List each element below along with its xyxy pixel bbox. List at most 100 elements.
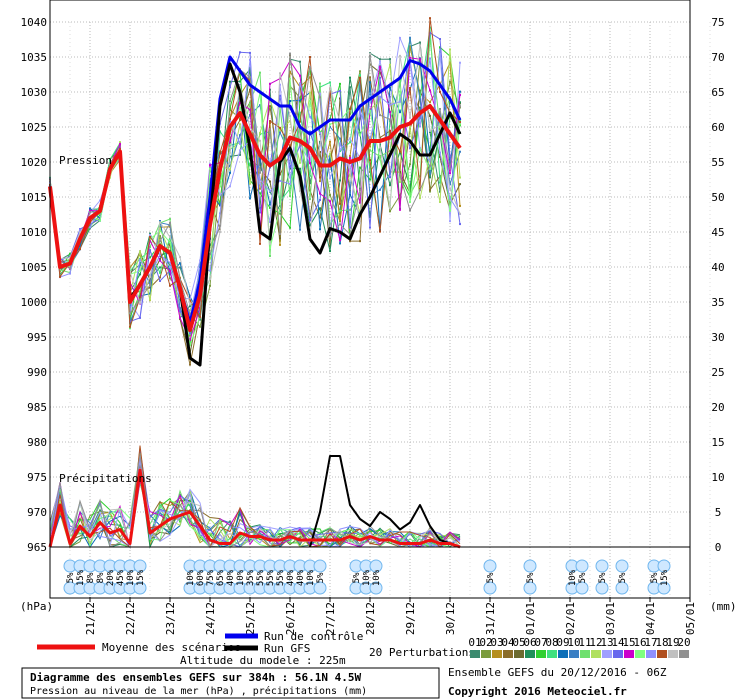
precip-percent-label: 65% xyxy=(216,569,226,586)
perturbation-point xyxy=(379,71,381,74)
perturbation-point xyxy=(279,207,281,210)
perturbation-point xyxy=(359,131,361,134)
perturbation-point xyxy=(399,111,401,114)
precip-percent-label: 55% xyxy=(276,569,286,586)
perturbation-point xyxy=(149,277,151,280)
perturbation-point xyxy=(289,226,291,229)
perturbation-point xyxy=(299,111,301,114)
perturbation-point xyxy=(189,296,191,299)
perturbation-point xyxy=(69,252,71,255)
perturbation-point xyxy=(279,129,281,132)
right-tick-label: 25 xyxy=(711,366,724,379)
perturbation-point xyxy=(349,141,351,144)
perturbation-point xyxy=(229,141,231,144)
perturbation-point xyxy=(109,161,111,164)
perturbation-point xyxy=(399,36,401,39)
perturbation-point xyxy=(349,240,351,243)
perturbation-point xyxy=(269,190,271,193)
perturbation-point xyxy=(349,155,351,158)
perturbation-point xyxy=(179,316,181,319)
perturbation-point xyxy=(189,304,191,307)
perturbation-point xyxy=(149,249,151,252)
left-tick-label: 1010 xyxy=(21,226,48,239)
perturbation-point xyxy=(439,201,441,204)
perturbation-point xyxy=(229,137,231,140)
precip-percent-label: 60% xyxy=(196,569,206,586)
plot-frame xyxy=(49,0,691,599)
perturbation-point xyxy=(309,65,311,68)
right-tick-label: 70 xyxy=(711,51,724,64)
perturbation-point xyxy=(459,150,461,153)
perturbation-point xyxy=(149,235,151,238)
perturbation-point xyxy=(179,278,181,281)
perturbation-point xyxy=(139,270,141,273)
perturbation-point xyxy=(249,68,251,71)
perturbation-point xyxy=(319,140,321,143)
perturbation-point xyxy=(139,298,141,301)
perturbation-point xyxy=(329,194,331,197)
perturbation-point xyxy=(359,73,361,76)
perturbation-point xyxy=(359,166,361,169)
perturbation-point xyxy=(139,258,141,261)
perturbation-point xyxy=(369,215,371,218)
perturbation-point xyxy=(299,96,301,99)
perturbation-point xyxy=(339,223,341,226)
perturbation-point xyxy=(449,202,451,205)
perturbation-point xyxy=(249,76,251,79)
perturbation-point xyxy=(419,41,421,44)
perturbation-point xyxy=(159,279,161,282)
perturbation-point xyxy=(159,254,161,257)
perturbation-point xyxy=(369,76,371,79)
perturbation-point xyxy=(319,92,321,95)
perturbation-point xyxy=(189,363,191,366)
perturbation-point xyxy=(149,246,151,249)
perturbation-number: 19 xyxy=(666,636,679,649)
precip-percent-label: 15% xyxy=(136,569,146,586)
perturbation-point xyxy=(289,145,291,148)
date-tick-label: 22/12 xyxy=(124,602,137,635)
perturbation-point xyxy=(179,307,181,310)
perturbation-point xyxy=(99,213,101,216)
perturbation-swatch xyxy=(569,650,579,658)
precip-percent-label: 15% xyxy=(660,569,670,586)
right-tick-label: 15 xyxy=(711,436,724,449)
perturbation-point xyxy=(349,173,351,176)
perturbation-point xyxy=(429,129,431,132)
left-tick-label: 965 xyxy=(27,541,47,554)
perturbation-number: 16 xyxy=(633,636,646,649)
perturbation-point xyxy=(159,266,161,269)
precip-percent-label: 5% xyxy=(650,572,660,583)
perturbation-point xyxy=(309,162,311,165)
perturbation-number: 14 xyxy=(611,636,625,649)
perturbation-point xyxy=(439,128,441,131)
perturbation-point xyxy=(419,175,421,178)
perturbation-point xyxy=(359,76,361,79)
perturbation-point xyxy=(79,229,81,232)
perturbation-point xyxy=(219,224,221,227)
legend-mean-label: Moyenne des scénarios xyxy=(102,641,241,654)
perturbation-point xyxy=(99,219,101,222)
perturbation-point xyxy=(389,111,391,114)
snowflake-icon xyxy=(313,581,327,595)
perturbation-point xyxy=(439,112,441,115)
perturbation-point xyxy=(359,86,361,89)
perturbation-swatch xyxy=(668,650,678,658)
perturbation-point xyxy=(199,259,201,262)
perturbation-point xyxy=(339,150,341,153)
perturbation-point xyxy=(439,151,441,154)
left-tick-label: 975 xyxy=(27,471,47,484)
perturbation-point xyxy=(339,142,341,145)
legend: Moyenne des scénarios Run de contrôle Ru… xyxy=(37,630,691,667)
perturbation-swatch xyxy=(514,650,524,658)
perturbation-point xyxy=(459,183,461,186)
perturbation-point xyxy=(249,88,251,91)
perturbation-point xyxy=(179,313,181,316)
perturbation-point xyxy=(379,230,381,233)
perturbation-point xyxy=(459,90,461,93)
perturbation-point xyxy=(369,226,371,229)
snowflake-icon xyxy=(595,559,609,573)
perturbation-point xyxy=(89,209,91,212)
perturbation-point xyxy=(309,130,311,133)
perturbation-point xyxy=(409,209,411,212)
perturbation-point xyxy=(239,51,241,54)
